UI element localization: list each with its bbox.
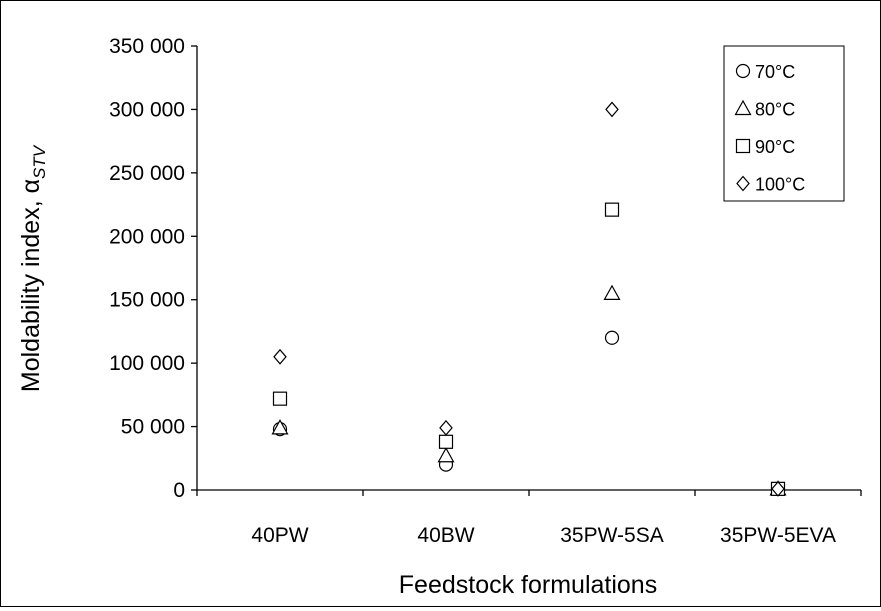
y-tick-label: 100 000 — [109, 352, 185, 375]
x-tick-label: 40BW — [417, 524, 474, 547]
y-axis-title-subscript: STV — [30, 144, 49, 179]
data-point-circle — [604, 330, 620, 345]
legend-marker-triangle — [734, 99, 752, 116]
y-tick-label: 200 000 — [109, 225, 185, 248]
x-tick-labels: 40PW 40BW 35PW-5SA 35PW-5EVA — [251, 524, 836, 547]
data-point-square — [438, 434, 454, 449]
x-tick-label: 35PW-5SA — [560, 524, 664, 547]
y-tick-label: 250 000 — [109, 162, 185, 185]
legend-marker-square — [735, 138, 751, 154]
legend: 70°C 80°C 90°C 100°C — [723, 45, 845, 202]
x-tick-label: 40PW — [251, 524, 308, 547]
legend-marker-diamond — [736, 175, 750, 192]
x-axis-title: Feedstock formulations — [399, 571, 657, 599]
data-point-triangle — [271, 419, 289, 435]
y-tick-label: 0 — [173, 479, 185, 502]
legend-label: 70°C — [755, 62, 795, 82]
y-tick-labels: 0 50 000 100 000 150 000 200 000 250 000 300 0… — [109, 35, 185, 502]
data-point-diamond — [273, 348, 287, 365]
y-axis-title: Moldability index, αSTV — [17, 144, 49, 392]
data-point-diamond — [771, 480, 785, 497]
y-tick-label: 150 000 — [109, 289, 185, 312]
data-point-square — [604, 202, 620, 217]
data-points — [271, 101, 787, 497]
legend-label: 80°C — [755, 100, 795, 120]
y-tick-label: 350 000 — [109, 35, 185, 58]
legend-label: 100°C — [755, 175, 805, 195]
legend-label: 90°C — [755, 137, 795, 157]
y-axis-title-main: Moldability index, α — [17, 179, 45, 392]
data-point-triangle — [437, 447, 455, 463]
legend-marker-circle — [735, 63, 751, 79]
axes — [191, 45, 862, 496]
data-point-square — [272, 391, 288, 406]
data-point-diamond — [605, 101, 619, 118]
y-tick-label: 50 000 — [121, 416, 185, 439]
y-tick-label: 300 000 — [109, 98, 185, 121]
data-point-triangle — [603, 284, 621, 300]
x-tick-label: 35PW-5EVA — [720, 524, 836, 547]
data-point-diamond — [439, 419, 453, 436]
